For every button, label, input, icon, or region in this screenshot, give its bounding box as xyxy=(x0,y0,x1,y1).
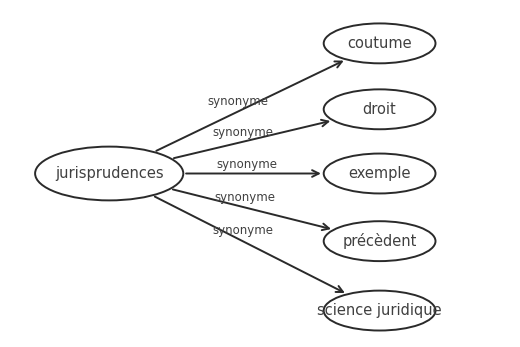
Ellipse shape xyxy=(323,154,436,194)
Text: synonyme: synonyme xyxy=(207,95,268,108)
Text: précèdent: précèdent xyxy=(342,233,417,249)
Text: synonyme: synonyme xyxy=(215,192,276,204)
Ellipse shape xyxy=(323,24,436,63)
Text: science juridique: science juridique xyxy=(317,303,442,318)
Ellipse shape xyxy=(323,291,436,330)
Ellipse shape xyxy=(323,221,436,261)
Text: exemple: exemple xyxy=(348,166,411,181)
Text: synonyme: synonyme xyxy=(213,225,274,237)
Ellipse shape xyxy=(35,147,184,200)
Text: coutume: coutume xyxy=(347,36,412,51)
Text: synonyme: synonyme xyxy=(212,126,273,139)
Text: jurisprudences: jurisprudences xyxy=(55,166,163,181)
Ellipse shape xyxy=(323,89,436,129)
Text: droit: droit xyxy=(363,102,396,117)
Text: synonyme: synonyme xyxy=(216,158,277,171)
